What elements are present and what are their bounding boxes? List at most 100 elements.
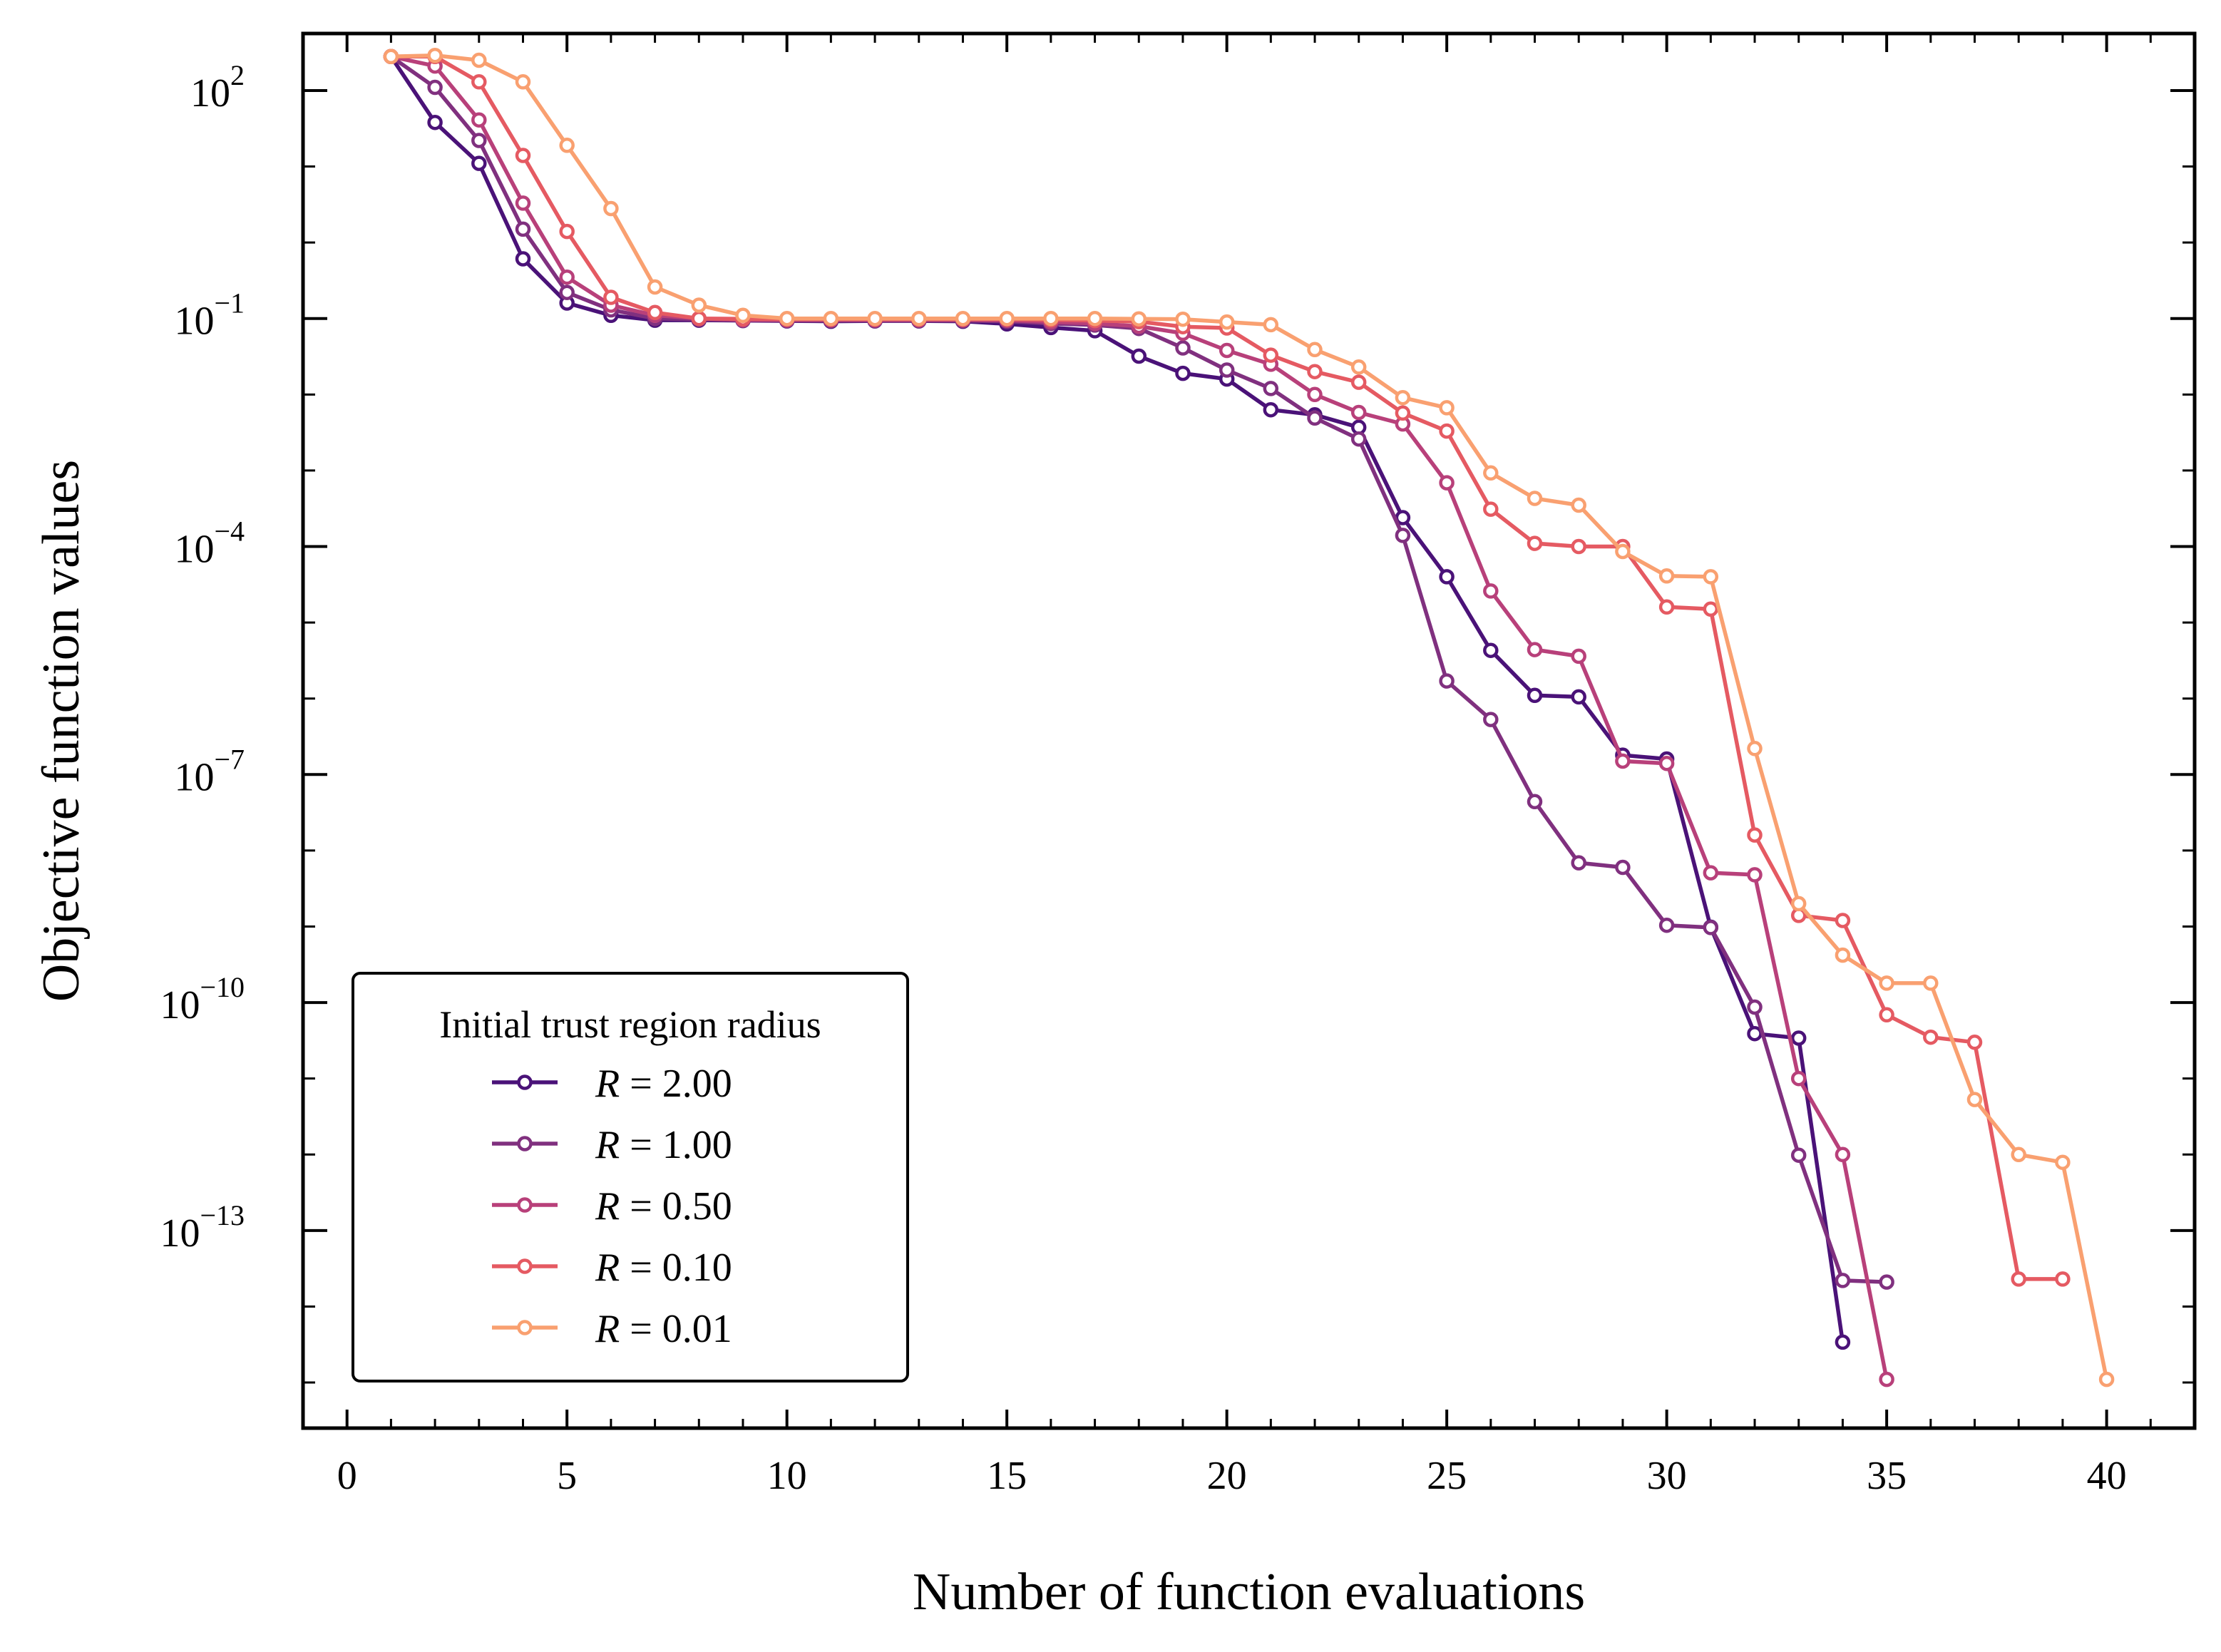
data-point: [427, 47, 443, 63]
data-point: [559, 223, 575, 240]
x-tick-label: 30: [1647, 1454, 1687, 1498]
data-point: [427, 114, 443, 130]
data-point: [1131, 311, 1147, 327]
data-point: [559, 138, 575, 153]
x-tick-label: 35: [1867, 1454, 1907, 1498]
data-point: [471, 74, 487, 90]
data-point: [515, 195, 531, 211]
y-tick-label: 10−13: [160, 1199, 245, 1256]
y-tick-exponent: −7: [214, 743, 245, 775]
data-point: [1350, 374, 1367, 390]
y-tick-base: 10: [174, 755, 214, 799]
data-point: [1527, 535, 1543, 551]
data-point: [603, 200, 619, 217]
y-tick-label: 102: [190, 59, 245, 116]
data-point: [559, 284, 575, 300]
data-point: [647, 279, 663, 295]
data-point: [603, 289, 619, 305]
y-tick-base: 10: [160, 1211, 200, 1256]
data-point: [1439, 673, 1455, 689]
legend-label-variable: R: [595, 1246, 620, 1290]
data-point: [1703, 569, 1719, 585]
data-point: [1703, 601, 1719, 617]
data-point: [1483, 712, 1499, 727]
legend-label-variable: R: [595, 1123, 620, 1167]
data-point: [559, 269, 575, 285]
series-line: [389, 55, 1845, 1343]
legend-item-1: R = 2.00: [492, 1062, 732, 1106]
data-point: [823, 310, 839, 327]
data-point: [1747, 867, 1763, 883]
data-point: [1175, 365, 1191, 381]
data-point: [691, 297, 707, 313]
data-point: [1835, 1273, 1851, 1288]
data-point: [1747, 1025, 1763, 1042]
legend-items: R = 2.00R = 1.00R = 0.50R = 0.10R = 0.01: [492, 1062, 732, 1351]
data-point: [1483, 642, 1499, 658]
data-point: [1658, 755, 1675, 771]
data-point: [1703, 920, 1719, 935]
data-point: [647, 304, 663, 321]
y-tick-base: 10: [174, 528, 214, 572]
data-point: [691, 310, 707, 327]
data-point: [471, 155, 487, 171]
data-point: [1263, 381, 1279, 396]
y-tick-base: 10: [174, 299, 214, 344]
data-point: [1571, 689, 1586, 705]
data-point: [1835, 1146, 1851, 1163]
data-point: [1747, 741, 1763, 756]
x-tick-label: 40: [2087, 1454, 2127, 1498]
data-point: [1219, 314, 1235, 330]
x-axis-label: Number of function evaluations: [913, 1563, 1585, 1621]
legend-label: R = 0.10: [595, 1246, 732, 1290]
data-point: [1263, 347, 1279, 363]
data-point: [1439, 423, 1455, 439]
data-point: [427, 79, 443, 96]
data-point: [1790, 1147, 1807, 1163]
data-point: [1483, 583, 1499, 599]
data-point: [1043, 310, 1059, 327]
data-point: [1835, 947, 1851, 963]
data-point: [471, 52, 487, 68]
legend-swatch-marker: [517, 1320, 533, 1335]
legend-swatch-marker: [517, 1136, 533, 1151]
data-point: [999, 310, 1015, 327]
y-tick-exponent: 2: [230, 59, 245, 91]
data-point: [515, 221, 531, 237]
data-point: [1658, 599, 1675, 615]
y-axis-label: Objective function values: [32, 460, 91, 1002]
data-point: [1966, 1092, 1983, 1107]
data-point: [1879, 1371, 1894, 1387]
data-point: [515, 251, 531, 267]
data-point: [1439, 475, 1455, 491]
data-point: [1790, 896, 1807, 912]
legend-title: Initial trust region radius: [439, 1003, 821, 1046]
y-tick-exponent: −10: [200, 971, 245, 1003]
data-point: [1307, 386, 1323, 403]
data-point: [1658, 568, 1675, 584]
data-point: [1087, 310, 1103, 327]
y-tick-label: 10−1: [174, 287, 245, 344]
data-point: [955, 310, 971, 327]
data-point: [1747, 827, 1763, 843]
x-tick-label: 10: [767, 1454, 807, 1498]
data-point: [1307, 342, 1323, 358]
data-point: [1527, 687, 1543, 704]
data-point: [1747, 999, 1763, 1015]
data-point: [1879, 1007, 1894, 1023]
data-point: [1615, 753, 1631, 769]
data-point: [1879, 1274, 1894, 1290]
y-tick-label: 10−4: [174, 515, 245, 572]
axis-ticks: [302, 34, 2196, 1428]
data-point: [1703, 865, 1719, 881]
data-point: [1571, 538, 1586, 555]
data-point: [1350, 359, 1367, 375]
x-tick-label: 20: [1207, 1454, 1247, 1498]
data-point: [1879, 975, 1894, 991]
x-tick-label: 0: [337, 1454, 357, 1498]
data-point: [1175, 311, 1191, 327]
plot-frame: [301, 31, 2197, 1430]
legend-label-value: = 0.50: [620, 1184, 732, 1228]
data-point: [1219, 362, 1235, 378]
data-point: [1483, 501, 1499, 517]
